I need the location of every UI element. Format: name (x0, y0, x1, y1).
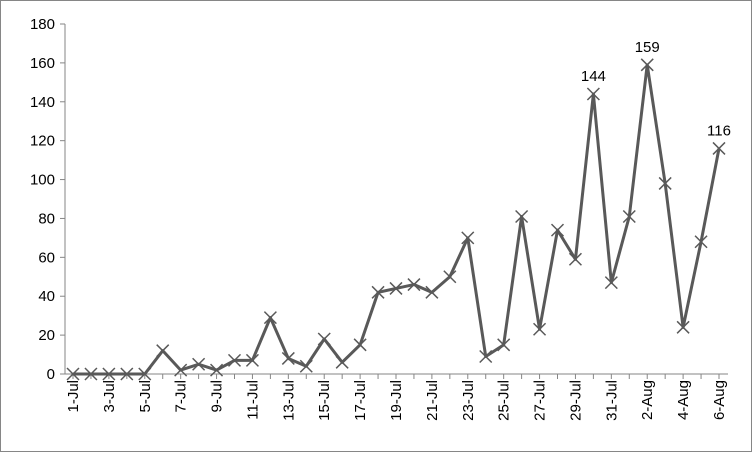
x-tick-label: 4-Aug (675, 380, 692, 420)
point-marker (210, 363, 224, 377)
x-tick-label: 6-Aug (711, 380, 728, 420)
y-tick-label: 80 (38, 210, 55, 227)
point-marker (604, 276, 618, 290)
x-tick-label: 7-Jul (173, 380, 190, 413)
point-marker (622, 209, 636, 224)
data-label: 159 (635, 39, 660, 56)
x-tick-label: 19-Jul (388, 380, 405, 421)
x-tick-label: 2-Aug (639, 380, 656, 420)
point-marker (353, 338, 367, 352)
point-marker (66, 367, 80, 381)
point-marker (192, 357, 206, 371)
x-tick-label: 17-Jul (352, 380, 369, 421)
y-tick-label: 180 (30, 16, 55, 33)
x-tick-label: 15-Jul (316, 380, 333, 421)
y-tick-label: 40 (38, 288, 55, 305)
point-marker (676, 320, 690, 334)
data-label: 144 (581, 68, 606, 85)
point-marker (102, 367, 116, 381)
point-marker (245, 353, 259, 367)
x-tick-label: 29-Jul (567, 380, 584, 421)
point-marker (712, 141, 726, 155)
point-marker (479, 349, 493, 364)
point-marker (407, 278, 421, 292)
x-tick-label: 23-Jul (460, 380, 477, 421)
x-tick-label: 1-Jul (65, 380, 82, 413)
x-tick-label: 5-Jul (137, 380, 154, 413)
y-tick-label: 0 (47, 366, 55, 383)
point-marker (227, 353, 242, 367)
y-tick-label: 100 (30, 172, 55, 189)
point-marker (568, 252, 582, 266)
point-marker (389, 281, 403, 295)
point-marker (120, 367, 134, 381)
point-marker (658, 176, 672, 190)
point-marker (138, 367, 152, 381)
y-tick-label: 60 (38, 249, 55, 266)
point-marker (156, 344, 170, 358)
x-tick-label: 27-Jul (532, 380, 549, 421)
x-tick-label: 11-Jul (244, 380, 261, 420)
point-marker (174, 363, 188, 377)
y-tick-label: 140 (30, 94, 55, 111)
point-marker (317, 332, 331, 346)
point-marker (515, 209, 529, 224)
point-marker (335, 355, 349, 369)
point-marker (533, 322, 547, 336)
point-marker (299, 359, 313, 373)
point-marker (694, 235, 708, 249)
point-marker (497, 338, 511, 352)
point-marker (550, 223, 565, 237)
y-tick-label: 160 (30, 55, 55, 72)
point-marker (586, 87, 600, 101)
point-marker (443, 270, 457, 284)
x-tick-label: 25-Jul (496, 380, 513, 421)
x-tick-label: 13-Jul (280, 380, 297, 421)
point-marker (281, 351, 295, 365)
data-label: 116 (707, 122, 731, 139)
x-tick-label: 3-Jul (101, 380, 118, 413)
point-marker (263, 311, 277, 325)
point-marker (371, 285, 385, 299)
point-marker (640, 58, 654, 72)
x-tick-label: 9-Jul (209, 380, 226, 413)
point-marker (84, 367, 98, 381)
x-tick-label: 31-Jul (603, 380, 620, 421)
point-marker (425, 285, 439, 299)
point-marker (461, 231, 475, 245)
y-tick-label: 20 (38, 327, 55, 344)
x-tick-label: 21-Jul (424, 380, 441, 421)
y-tick-label: 120 (30, 133, 55, 150)
